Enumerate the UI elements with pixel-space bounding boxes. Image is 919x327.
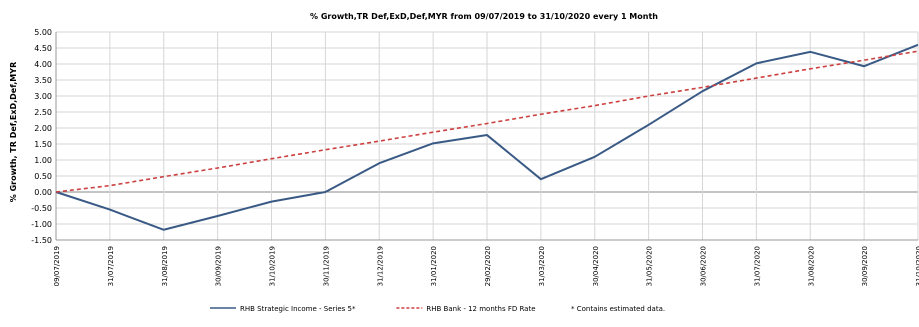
y-tick-label: -0.50 (31, 204, 52, 213)
x-tick-label: 31/01/2020 (430, 246, 438, 286)
axes (55, 32, 918, 241)
x-tick-labels: 09/07/2019 31/07/2019 31/08/2019 30/09/2019… (53, 246, 919, 286)
y-tick-label: -1.50 (31, 236, 52, 245)
footnote-text: * Contains estimated data. (571, 305, 665, 313)
x-tick-label: 30/09/2020 (861, 246, 869, 286)
y-tick-labels: 5.00 4.50 4.00 3.50 3.00 2.50 2.00 1.50 1.00 0.50… (31, 28, 52, 245)
legend-label-1: RHB Strategic Income - Series 5* (240, 305, 356, 313)
x-tick-label: 31/07/2019 (107, 246, 115, 286)
series-line-1 (55, 43, 919, 231)
x-tick-label: 31/12/2019 (376, 246, 384, 286)
y-tick-label: 2.00 (34, 124, 52, 133)
y-tick-label: 5.00 (34, 28, 52, 37)
x-tick-label: 31/08/2020 (807, 246, 815, 286)
y-tick-label: 4.00 (34, 60, 52, 69)
x-tick-label: 31/03/2020 (538, 246, 546, 286)
y-tick-label: 3.00 (34, 92, 52, 101)
y-tick-label: 4.50 (34, 44, 52, 53)
y-tick-label: 1.50 (34, 140, 52, 149)
y-tick-label: 0.00 (34, 188, 52, 197)
series-lines (55, 43, 919, 231)
x-tick-label: 31/05/2020 (646, 246, 654, 286)
x-tick-label: 30/11/2019 (322, 246, 330, 286)
y-axis-label: % Growth, TR Def,ExD,Def,MYR (9, 62, 18, 202)
x-tick-label: 31/08/2019 (161, 246, 169, 286)
series-line-2 (55, 50, 919, 193)
y-tick-label: 2.50 (34, 108, 52, 117)
x-tick-label: 31/10/2020 (915, 246, 919, 286)
y-tick-label: 1.00 (34, 156, 52, 165)
y-tick-label: 0.50 (34, 172, 52, 181)
x-tick-label: 31/07/2020 (753, 246, 761, 286)
x-tick-label: 31/10/2019 (269, 246, 277, 286)
chart-title: % Growth,TR Def,ExD,Def,MYR from 09/07/2… (310, 12, 658, 21)
x-tick-label: 09/07/2019 (53, 246, 61, 286)
y-tick-label: -1.00 (31, 220, 52, 229)
legend-label-2: RHB Bank - 12 months FD Rate (426, 305, 535, 313)
legend: RHB Strategic Income - Series 5* RHB Bank… (210, 305, 665, 313)
x-tick-label: 30/06/2020 (700, 246, 708, 286)
x-tick-label: 30/04/2020 (592, 246, 600, 286)
x-tick-label: 29/02/2020 (484, 246, 492, 286)
y-tick-label: 3.50 (34, 76, 52, 85)
x-tick-label: 30/09/2019 (215, 246, 223, 286)
